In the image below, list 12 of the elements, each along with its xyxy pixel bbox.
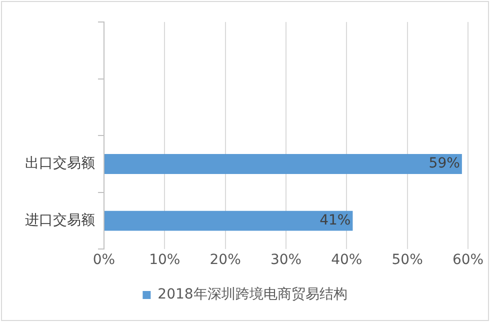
y-tick-label: 进口交易额 xyxy=(25,212,95,228)
x-tick-label: 20% xyxy=(210,252,241,268)
x-tick-label: 10% xyxy=(149,252,180,268)
x-tick-label: 40% xyxy=(331,252,362,268)
x-tick-label: 60% xyxy=(452,252,484,268)
data-label: 59% xyxy=(428,156,460,172)
data-label: 41% xyxy=(320,212,351,228)
legend-label: 2018年深圳跨境电商贸易结构 xyxy=(158,286,348,303)
y-tick-label: 出口交易额 xyxy=(25,156,95,172)
x-tick-label: 30% xyxy=(270,252,302,268)
x-tick-label: 0% xyxy=(92,252,116,268)
x-tick-label: 50% xyxy=(392,252,423,268)
